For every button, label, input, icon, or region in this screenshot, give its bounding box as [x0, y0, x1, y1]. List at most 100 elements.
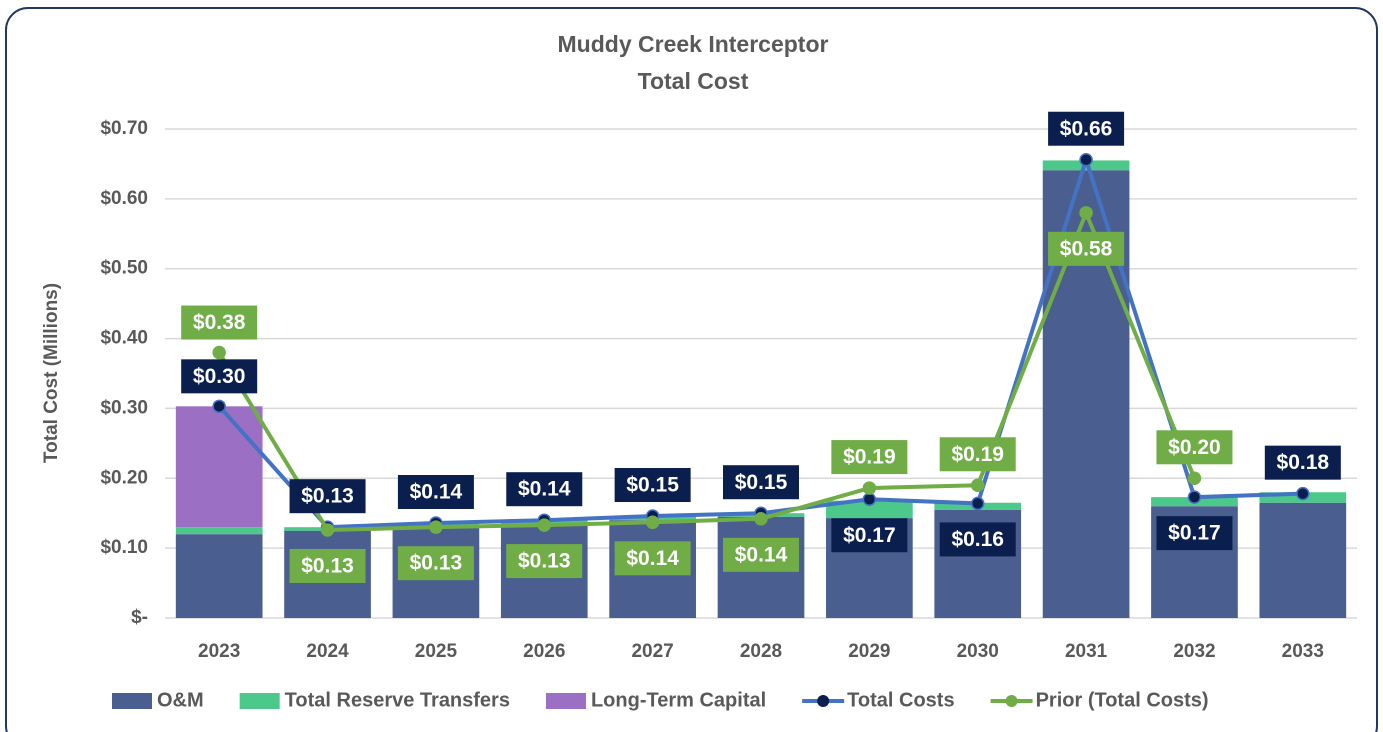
marker — [320, 523, 335, 537]
x-tick-label: 2027 — [631, 641, 673, 662]
data-label: $0.16 — [939, 522, 1016, 557]
legend-label: Total Reserve Transfers — [285, 689, 510, 711]
marker — [212, 399, 226, 414]
data-label: $0.13 — [506, 544, 583, 579]
data-label-text: $0.13 — [301, 485, 354, 508]
data-label: $0.13 — [397, 546, 474, 581]
data-label-text: $0.15 — [735, 471, 788, 494]
data-label-text: $0.18 — [1277, 451, 1330, 474]
data-label: $0.15 — [614, 468, 691, 503]
data-label: $0.38 — [181, 305, 258, 340]
data-label: $0.13 — [289, 548, 366, 583]
x-tick-label: 2028 — [740, 641, 782, 662]
data-label-box — [831, 518, 908, 553]
marker — [970, 478, 985, 493]
x-tick-label: 2031 — [1065, 641, 1108, 662]
data-label-text: $0.20 — [1168, 436, 1221, 459]
data-label-text: $0.15 — [626, 474, 679, 497]
y-tick-label: $0.60 — [100, 188, 148, 209]
marker — [1187, 490, 1202, 504]
data-label: $0.18 — [1264, 445, 1341, 480]
marker — [429, 520, 443, 534]
data-label-text: $0.19 — [843, 446, 896, 469]
data-label-box — [723, 537, 799, 572]
data-label: $0.15 — [723, 465, 799, 500]
data-label-text: $0.38 — [193, 311, 246, 334]
legend-label: Long-Term Capital — [591, 689, 766, 711]
data-label: $0.17 — [1156, 516, 1233, 551]
data-label-text: $0.13 — [410, 552, 463, 575]
marker — [1187, 471, 1202, 486]
data-label: $0.20 — [1156, 430, 1233, 465]
data-label-box — [289, 548, 366, 583]
data-label-box — [1048, 111, 1125, 146]
legend-label: O&M — [157, 689, 204, 711]
data-label-box — [181, 359, 258, 394]
marker — [862, 492, 877, 506]
data-label-box — [506, 472, 583, 507]
data-label-box — [1048, 231, 1125, 266]
data-label: $0.66 — [1048, 111, 1125, 146]
marker — [212, 345, 226, 360]
legend-swatch — [545, 693, 586, 709]
legend-label: Total Costs — [847, 689, 954, 711]
data-label-box — [506, 544, 583, 579]
legend-swatch — [239, 693, 280, 709]
data-label-text: $0.13 — [518, 550, 571, 573]
data-label-text: $0.14 — [735, 543, 788, 566]
data-label-box — [397, 546, 474, 581]
data-label-text: $0.14 — [518, 478, 571, 501]
line — [217, 207, 1197, 533]
marker — [1079, 206, 1093, 220]
data-label-box — [723, 465, 799, 500]
bar — [175, 406, 263, 528]
data-label-box — [397, 474, 474, 509]
data-label-box — [181, 305, 258, 340]
marker — [862, 481, 877, 495]
y-tick-label: $0.40 — [100, 328, 148, 349]
data-label-text: $0.16 — [951, 528, 1004, 551]
x-tick-label: 2032 — [1173, 641, 1215, 662]
marker — [1079, 152, 1093, 167]
data-label-box — [1156, 430, 1233, 465]
y-tick-label: $0.30 — [100, 397, 148, 418]
data-label-text: $0.58 — [1060, 237, 1113, 260]
data-label-box — [614, 541, 691, 576]
data-label-box — [289, 479, 366, 514]
x-tick-label: 2030 — [957, 641, 999, 662]
data-label: $0.14 — [614, 541, 691, 576]
marker — [970, 496, 985, 511]
data-label-box — [1264, 445, 1341, 480]
data-label-text: $0.19 — [951, 443, 1004, 466]
marker — [1296, 486, 1310, 501]
marker — [754, 512, 768, 526]
legend-label: Prior (Total Costs) — [1036, 689, 1209, 711]
bar — [175, 534, 263, 618]
data-label: $0.30 — [181, 359, 258, 394]
data-label: $0.14 — [397, 474, 474, 509]
y-tick-label: $- — [131, 607, 148, 628]
bar — [1259, 502, 1347, 618]
bar — [175, 527, 263, 535]
data-label-box — [939, 437, 1016, 472]
chart-subtitle: Total Cost — [638, 68, 749, 94]
x-tick-label: 2026 — [523, 641, 565, 662]
data-label: $0.17 — [831, 518, 908, 553]
marker — [537, 518, 552, 532]
data-label-text: $0.14 — [410, 481, 463, 504]
data-label-text: $0.17 — [1168, 522, 1221, 545]
y-tick-label: $0.50 — [100, 258, 148, 279]
data-label-text: $0.17 — [843, 524, 896, 547]
y-tick-label: $0.70 — [100, 118, 148, 139]
legend: O&M Total Reserve Transfers Long-Term Capi… — [112, 689, 1209, 711]
bar — [826, 500, 913, 519]
data-label-box — [831, 440, 908, 475]
data-label: $0.19 — [939, 437, 1016, 472]
y-tick-label: $0.10 — [100, 537, 148, 558]
data-label-box — [614, 468, 691, 503]
data-label-box — [1156, 516, 1233, 551]
legend-swatch — [112, 693, 152, 709]
data-label-text: $0.66 — [1060, 117, 1113, 140]
marker — [645, 515, 660, 530]
